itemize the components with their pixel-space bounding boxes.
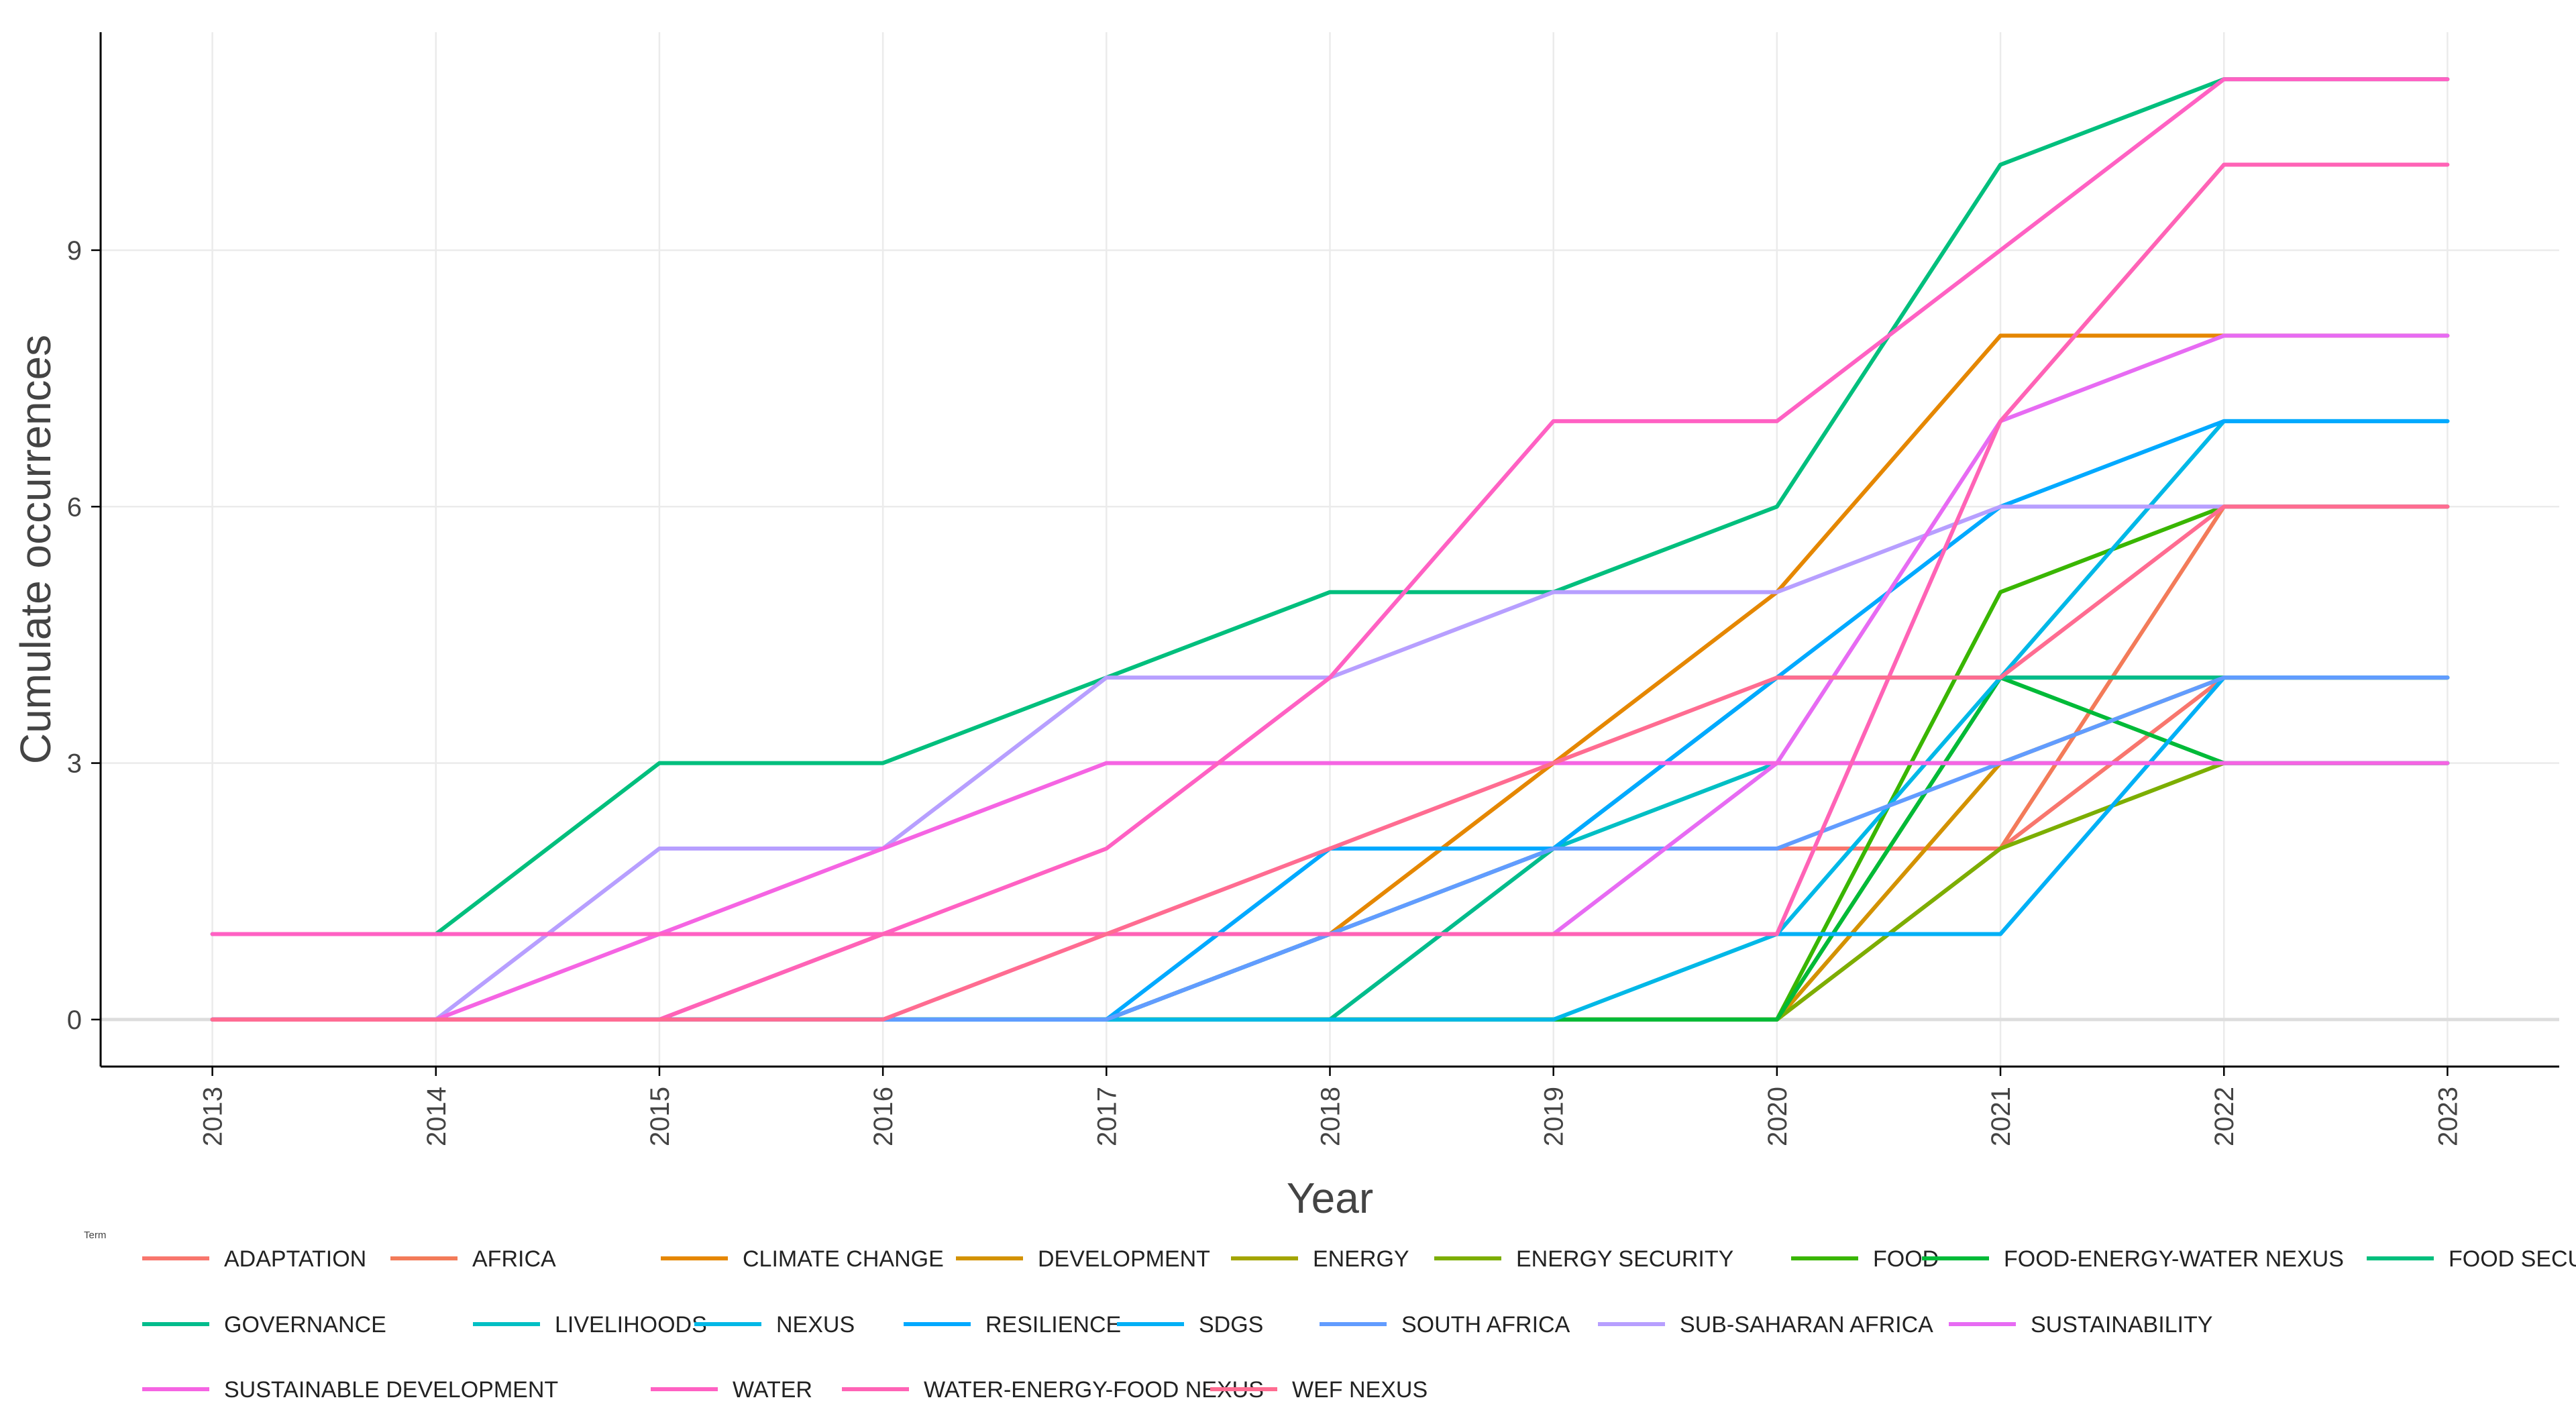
legend-label: GOVERNANCE — [224, 1312, 386, 1338]
legend-label: FOOD SECURITY — [2449, 1246, 2576, 1272]
series-line-wef-nexus — [210, 504, 2450, 1022]
legend-item[interactable]: GOVERNANCE — [142, 1312, 386, 1338]
y-tick-label: 3 — [67, 749, 82, 779]
legend-item[interactable]: FOOD — [1791, 1246, 1939, 1272]
y-tick-label: 6 — [67, 492, 82, 522]
legend-item[interactable]: SOUTH AFRICA — [1320, 1312, 1570, 1338]
legend-item[interactable]: ENERGY — [1231, 1246, 1409, 1272]
x-axis-ticks: 2013 2014 2015 2016 2017 2018 2019 2020 2021 2022… — [199, 1067, 2463, 1146]
legend-label: SUB-SAHARAN AFRICA — [1680, 1312, 1933, 1338]
legend-label: ENERGY SECURITY — [1516, 1246, 1733, 1272]
x-tick-label: 2013 — [199, 1087, 228, 1146]
legend: ADAPTATION AFRICA CLIMATE CHANGE DEVELOPMEN… — [142, 1246, 2576, 1403]
legend-item[interactable]: ADAPTATION — [142, 1246, 366, 1272]
legend-label: ADAPTATION — [224, 1246, 366, 1272]
series-line-sustainable-development — [210, 761, 2450, 1022]
legend-item[interactable]: WATER — [651, 1377, 812, 1403]
legend-item[interactable]: CLIMATE CHANGE — [661, 1246, 944, 1272]
legend-item[interactable]: DEVELOPMENT — [956, 1246, 1210, 1272]
x-tick-label: 2020 — [1763, 1087, 1792, 1146]
legend-item[interactable]: LIVELIHOODS — [473, 1312, 707, 1338]
legend-item[interactable]: WATER-ENERGY-FOOD NEXUS — [842, 1377, 1264, 1403]
grid — [101, 32, 2559, 1067]
x-tick-label: 2016 — [869, 1087, 898, 1146]
legend-item[interactable]: RESILIENCE — [904, 1312, 1121, 1338]
legend-label: NEXUS — [776, 1312, 855, 1338]
legend-item[interactable]: SDGS — [1117, 1312, 1263, 1338]
legend-item[interactable]: SUSTAINABLE DEVELOPMENT — [142, 1377, 558, 1403]
legend-label: RESILIENCE — [985, 1312, 1121, 1338]
x-tick-label: 2018 — [1316, 1087, 1346, 1146]
x-tick-label: 2019 — [1540, 1087, 1569, 1146]
legend-item[interactable]: AFRICA — [390, 1246, 556, 1272]
y-tick-label: 0 — [67, 1006, 82, 1035]
x-tick-label: 2014 — [422, 1087, 451, 1146]
legend-title: Term — [84, 1230, 106, 1241]
legend-label: AFRICA — [472, 1246, 556, 1272]
series-line-water — [210, 77, 2450, 936]
legend-label: FOOD-ENERGY-WATER NEXUS — [2004, 1246, 2344, 1272]
legend-item[interactable]: NEXUS — [694, 1312, 855, 1338]
legend-item[interactable]: SUSTAINABILITY — [1949, 1312, 2212, 1338]
y-axis-ticks: 0 3 6 9 — [67, 236, 101, 1035]
legend-item[interactable]: ENERGY SECURITY — [1434, 1246, 1733, 1272]
y-tick-label: 9 — [67, 236, 82, 266]
legend-label: CLIMATE CHANGE — [743, 1246, 944, 1272]
legend-label: LIVELIHOODS — [555, 1312, 707, 1338]
x-tick-label: 2017 — [1092, 1087, 1122, 1146]
legend-label: SUSTAINABLE DEVELOPMENT — [224, 1377, 558, 1403]
series-lines — [210, 77, 2450, 1022]
legend-item[interactable]: WEF NEXUS — [1210, 1377, 1428, 1403]
legend-label: WATER — [733, 1377, 812, 1403]
x-tick-label: 2023 — [2433, 1087, 2463, 1146]
x-tick-label: 2021 — [1986, 1087, 2016, 1146]
legend-label: WATER-ENERGY-FOOD NEXUS — [924, 1377, 1264, 1403]
legend-item[interactable]: SUB-SAHARAN AFRICA — [1598, 1312, 1933, 1338]
x-axis-title: Year — [1287, 1174, 1373, 1222]
x-tick-label: 2022 — [2210, 1087, 2239, 1146]
legend-item[interactable]: FOOD-ENERGY-WATER NEXUS — [1922, 1246, 2344, 1272]
series-line-food-security — [210, 77, 2450, 936]
legend-label: SUSTAINABILITY — [2031, 1312, 2212, 1338]
legend-label: ENERGY — [1313, 1246, 1409, 1272]
x-tick-label: 2015 — [645, 1087, 675, 1146]
legend-item[interactable]: FOOD SECURITY — [2367, 1246, 2576, 1272]
legend-label: DEVELOPMENT — [1038, 1246, 1210, 1272]
legend-label: SOUTH AFRICA — [1401, 1312, 1570, 1338]
y-axis-title: Cumulate occurrences — [11, 335, 60, 764]
legend-label: WEF NEXUS — [1292, 1377, 1428, 1403]
legend-label: SDGS — [1199, 1312, 1263, 1338]
